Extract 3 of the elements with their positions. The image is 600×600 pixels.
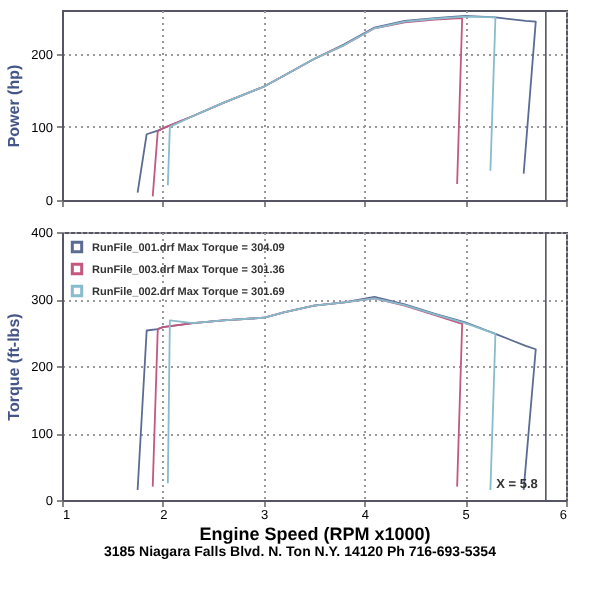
y-axis-title: Power (hp) bbox=[5, 64, 24, 148]
x-axis-title: Engine Speed (RPM x1000) bbox=[199, 524, 431, 544]
y-axis-title: Torque (ft-lbs) bbox=[5, 312, 24, 421]
